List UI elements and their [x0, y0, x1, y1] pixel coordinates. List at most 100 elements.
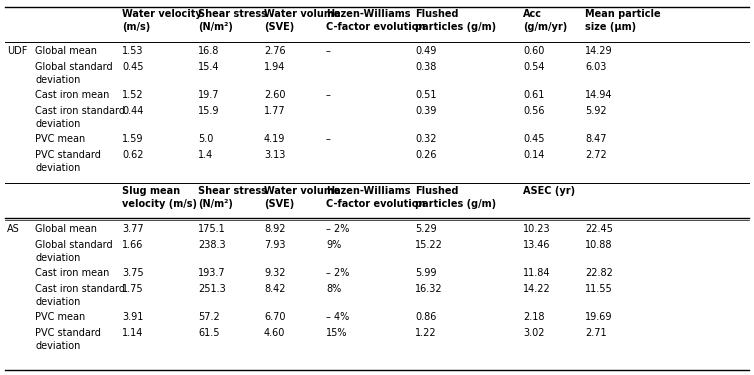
Text: 8.47: 8.47: [585, 134, 606, 144]
Text: 13.46: 13.46: [523, 240, 550, 250]
Text: Acc
(g/m/yr): Acc (g/m/yr): [523, 9, 567, 32]
Text: 3.02: 3.02: [523, 328, 544, 338]
Text: Cast iron mean: Cast iron mean: [35, 268, 109, 278]
Text: 5.0: 5.0: [198, 134, 213, 144]
Text: 251.3: 251.3: [198, 284, 225, 294]
Text: Global standard
deviation: Global standard deviation: [35, 62, 112, 85]
Text: – 2%: – 2%: [326, 268, 349, 278]
Text: –: –: [326, 46, 331, 56]
Text: 1.22: 1.22: [415, 328, 437, 338]
Text: 15.4: 15.4: [198, 62, 219, 72]
Text: 1.94: 1.94: [264, 62, 285, 72]
Text: 0.86: 0.86: [415, 312, 437, 322]
Text: 7.93: 7.93: [264, 240, 286, 250]
Text: 0.61: 0.61: [523, 90, 544, 100]
Text: 61.5: 61.5: [198, 328, 219, 338]
Text: 16.8: 16.8: [198, 46, 219, 56]
Text: Mean particle
size (μm): Mean particle size (μm): [585, 9, 661, 32]
Text: 14.29: 14.29: [585, 46, 612, 56]
Text: 16.32: 16.32: [415, 284, 443, 294]
Text: 0.38: 0.38: [415, 62, 437, 72]
Text: Water volume
(SVE): Water volume (SVE): [264, 186, 341, 209]
Text: 2.18: 2.18: [523, 312, 544, 322]
Text: PVC standard
deviation: PVC standard deviation: [35, 328, 101, 351]
Text: Flushed
particles (g/m): Flushed particles (g/m): [415, 9, 496, 32]
Text: 3.77: 3.77: [122, 224, 143, 234]
Text: 10.23: 10.23: [523, 224, 550, 234]
Text: 6.70: 6.70: [264, 312, 286, 322]
Text: 57.2: 57.2: [198, 312, 219, 322]
Text: 0.62: 0.62: [122, 150, 143, 160]
Text: 5.92: 5.92: [585, 106, 607, 116]
Text: 0.60: 0.60: [523, 46, 544, 56]
Text: 2.72: 2.72: [585, 150, 607, 160]
Text: Shear stress
(N/m²): Shear stress (N/m²): [198, 9, 267, 32]
Text: UDF: UDF: [7, 46, 27, 56]
Text: 0.56: 0.56: [523, 106, 544, 116]
Text: –: –: [326, 90, 331, 100]
Text: 9%: 9%: [326, 240, 342, 250]
Text: Global mean: Global mean: [35, 46, 97, 56]
Text: 1.77: 1.77: [264, 106, 286, 116]
Text: 22.82: 22.82: [585, 268, 613, 278]
Text: 9.32: 9.32: [264, 268, 286, 278]
Text: 3.91: 3.91: [122, 312, 143, 322]
Text: 3.75: 3.75: [122, 268, 143, 278]
Text: AS: AS: [7, 224, 20, 234]
Text: PVC mean: PVC mean: [35, 134, 85, 144]
Text: Cast iron standard
deviation: Cast iron standard deviation: [35, 106, 125, 129]
Text: Global standard
deviation: Global standard deviation: [35, 240, 112, 263]
Text: ASEC (yr): ASEC (yr): [523, 186, 575, 196]
Text: 3.13: 3.13: [264, 150, 285, 160]
Text: – 4%: – 4%: [326, 312, 349, 322]
Text: 1.75: 1.75: [122, 284, 143, 294]
Text: 15.22: 15.22: [415, 240, 443, 250]
Text: 5.29: 5.29: [415, 224, 437, 234]
Text: Flushed
particles (g/m): Flushed particles (g/m): [415, 186, 496, 209]
Text: 2.71: 2.71: [585, 328, 607, 338]
Text: 19.7: 19.7: [198, 90, 219, 100]
Text: PVC mean: PVC mean: [35, 312, 85, 322]
Text: 1.52: 1.52: [122, 90, 143, 100]
Text: 0.32: 0.32: [415, 134, 437, 144]
Text: 5.99: 5.99: [415, 268, 437, 278]
Text: Shear stress
(N/m²): Shear stress (N/m²): [198, 186, 267, 209]
Text: –: –: [326, 134, 331, 144]
Text: 10.88: 10.88: [585, 240, 612, 250]
Text: Water volume
(SVE): Water volume (SVE): [264, 9, 341, 32]
Text: Water velocity
(m/s): Water velocity (m/s): [122, 9, 202, 32]
Text: 175.1: 175.1: [198, 224, 225, 234]
Text: 1.4: 1.4: [198, 150, 213, 160]
Text: 8.92: 8.92: [264, 224, 286, 234]
Text: PVC standard
deviation: PVC standard deviation: [35, 150, 101, 173]
Text: Slug mean
velocity (m/s): Slug mean velocity (m/s): [122, 186, 197, 209]
Text: 238.3: 238.3: [198, 240, 225, 250]
Text: – 2%: – 2%: [326, 224, 349, 234]
Text: 14.94: 14.94: [585, 90, 612, 100]
Text: 0.14: 0.14: [523, 150, 544, 160]
Text: 1.14: 1.14: [122, 328, 143, 338]
Text: Global mean: Global mean: [35, 224, 97, 234]
Text: 4.19: 4.19: [264, 134, 285, 144]
Text: 0.51: 0.51: [415, 90, 437, 100]
Text: 0.39: 0.39: [415, 106, 437, 116]
Text: 0.44: 0.44: [122, 106, 143, 116]
Text: 8%: 8%: [326, 284, 342, 294]
Text: 22.45: 22.45: [585, 224, 613, 234]
Text: Hazen-Williams
C-factor evolution: Hazen-Williams C-factor evolution: [326, 9, 425, 32]
Text: 11.55: 11.55: [585, 284, 613, 294]
Text: Cast iron standard
deviation: Cast iron standard deviation: [35, 284, 125, 307]
Text: 2.76: 2.76: [264, 46, 286, 56]
Text: 6.03: 6.03: [585, 62, 606, 72]
Text: 15%: 15%: [326, 328, 348, 338]
Text: 8.42: 8.42: [264, 284, 286, 294]
Text: 1.66: 1.66: [122, 240, 143, 250]
Text: 14.22: 14.22: [523, 284, 550, 294]
Text: 2.60: 2.60: [264, 90, 286, 100]
Text: 4.60: 4.60: [264, 328, 285, 338]
Text: 193.7: 193.7: [198, 268, 225, 278]
Text: 15.9: 15.9: [198, 106, 219, 116]
Text: 0.49: 0.49: [415, 46, 437, 56]
Text: Cast iron mean: Cast iron mean: [35, 90, 109, 100]
Text: 0.45: 0.45: [523, 134, 544, 144]
